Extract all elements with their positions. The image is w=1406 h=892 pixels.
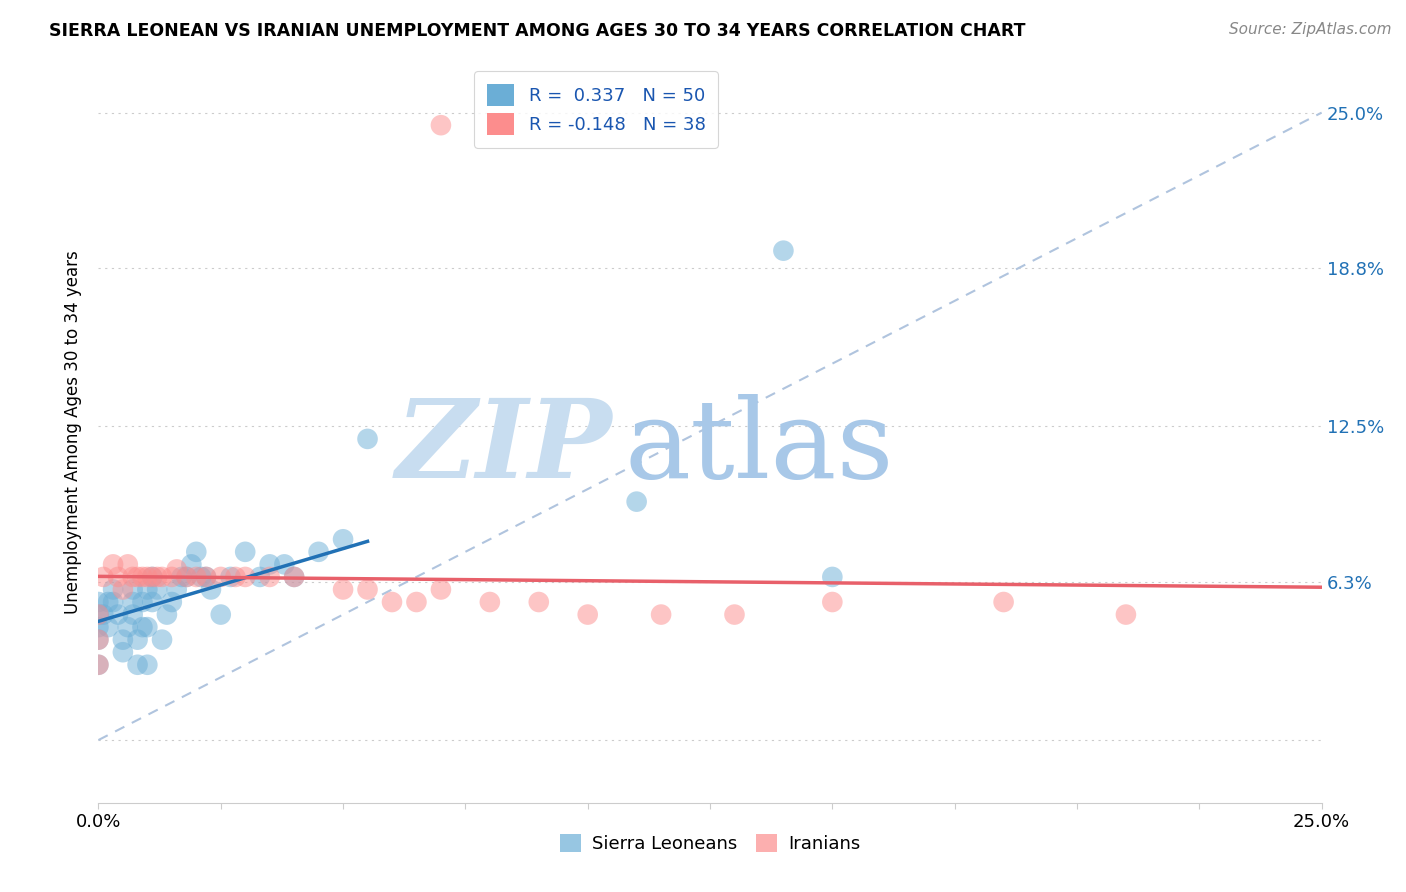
- Point: [356, 582, 378, 597]
- Point: [127, 657, 149, 672]
- Point: [209, 607, 232, 622]
- Text: atlas: atlas: [624, 394, 894, 501]
- Point: [146, 570, 169, 584]
- Point: [283, 570, 305, 584]
- Point: [146, 582, 169, 597]
- Point: [259, 570, 281, 584]
- Point: [186, 545, 208, 559]
- Point: [131, 595, 153, 609]
- Point: [381, 595, 404, 609]
- Point: [195, 570, 218, 584]
- Point: [224, 570, 246, 584]
- Point: [87, 607, 110, 622]
- Point: [87, 620, 110, 634]
- Point: [107, 607, 129, 622]
- Point: [87, 607, 110, 622]
- Point: [150, 570, 173, 584]
- Point: [170, 570, 193, 584]
- Point: [308, 545, 330, 559]
- Point: [273, 558, 295, 572]
- Point: [121, 607, 143, 622]
- Point: [101, 595, 124, 609]
- Point: [1115, 607, 1137, 622]
- Point: [141, 595, 163, 609]
- Point: [136, 570, 159, 584]
- Point: [283, 570, 305, 584]
- Point: [233, 570, 256, 584]
- Point: [131, 620, 153, 634]
- Point: [121, 595, 143, 609]
- Point: [111, 582, 134, 597]
- Point: [430, 582, 453, 597]
- Point: [127, 570, 149, 584]
- Point: [160, 570, 183, 584]
- Point: [190, 570, 212, 584]
- Text: ZIP: ZIP: [395, 393, 612, 501]
- Point: [209, 570, 232, 584]
- Point: [160, 595, 183, 609]
- Text: SIERRA LEONEAN VS IRANIAN UNEMPLOYMENT AMONG AGES 30 TO 34 YEARS CORRELATION CHA: SIERRA LEONEAN VS IRANIAN UNEMPLOYMENT A…: [49, 22, 1026, 40]
- Point: [332, 533, 354, 547]
- Point: [527, 595, 550, 609]
- Point: [87, 657, 110, 672]
- Point: [259, 558, 281, 572]
- Point: [150, 632, 173, 647]
- Point: [136, 582, 159, 597]
- Point: [478, 595, 501, 609]
- Point: [233, 545, 256, 559]
- Point: [195, 570, 218, 584]
- Point: [117, 620, 139, 634]
- Point: [111, 645, 134, 659]
- Point: [186, 570, 208, 584]
- Point: [180, 558, 202, 572]
- Point: [111, 632, 134, 647]
- Point: [136, 620, 159, 634]
- Point: [176, 570, 198, 584]
- Point: [87, 657, 110, 672]
- Point: [219, 570, 242, 584]
- Point: [87, 595, 110, 609]
- Point: [200, 582, 222, 597]
- Point: [430, 118, 453, 132]
- Point: [993, 595, 1015, 609]
- Point: [821, 595, 844, 609]
- Point: [141, 570, 163, 584]
- Point: [107, 570, 129, 584]
- Point: [166, 582, 188, 597]
- Point: [405, 595, 427, 609]
- Point: [87, 632, 110, 647]
- Point: [121, 582, 143, 597]
- Point: [576, 607, 599, 622]
- Point: [131, 570, 153, 584]
- Point: [332, 582, 354, 597]
- Point: [97, 620, 120, 634]
- Point: [101, 582, 124, 597]
- Point: [117, 558, 139, 572]
- Point: [176, 570, 198, 584]
- Point: [772, 244, 794, 258]
- Point: [101, 558, 124, 572]
- Legend: Sierra Leoneans, Iranians: Sierra Leoneans, Iranians: [553, 827, 868, 861]
- Point: [91, 570, 114, 584]
- Point: [87, 632, 110, 647]
- Point: [136, 657, 159, 672]
- Point: [356, 432, 378, 446]
- Point: [650, 607, 672, 622]
- Point: [821, 570, 844, 584]
- Point: [156, 607, 179, 622]
- Point: [249, 570, 271, 584]
- Point: [626, 494, 648, 508]
- Point: [91, 607, 114, 622]
- Text: Source: ZipAtlas.com: Source: ZipAtlas.com: [1229, 22, 1392, 37]
- Point: [166, 562, 188, 576]
- Point: [121, 570, 143, 584]
- Point: [723, 607, 745, 622]
- Point: [141, 570, 163, 584]
- Point: [127, 632, 149, 647]
- Point: [97, 595, 120, 609]
- Y-axis label: Unemployment Among Ages 30 to 34 years: Unemployment Among Ages 30 to 34 years: [65, 251, 83, 615]
